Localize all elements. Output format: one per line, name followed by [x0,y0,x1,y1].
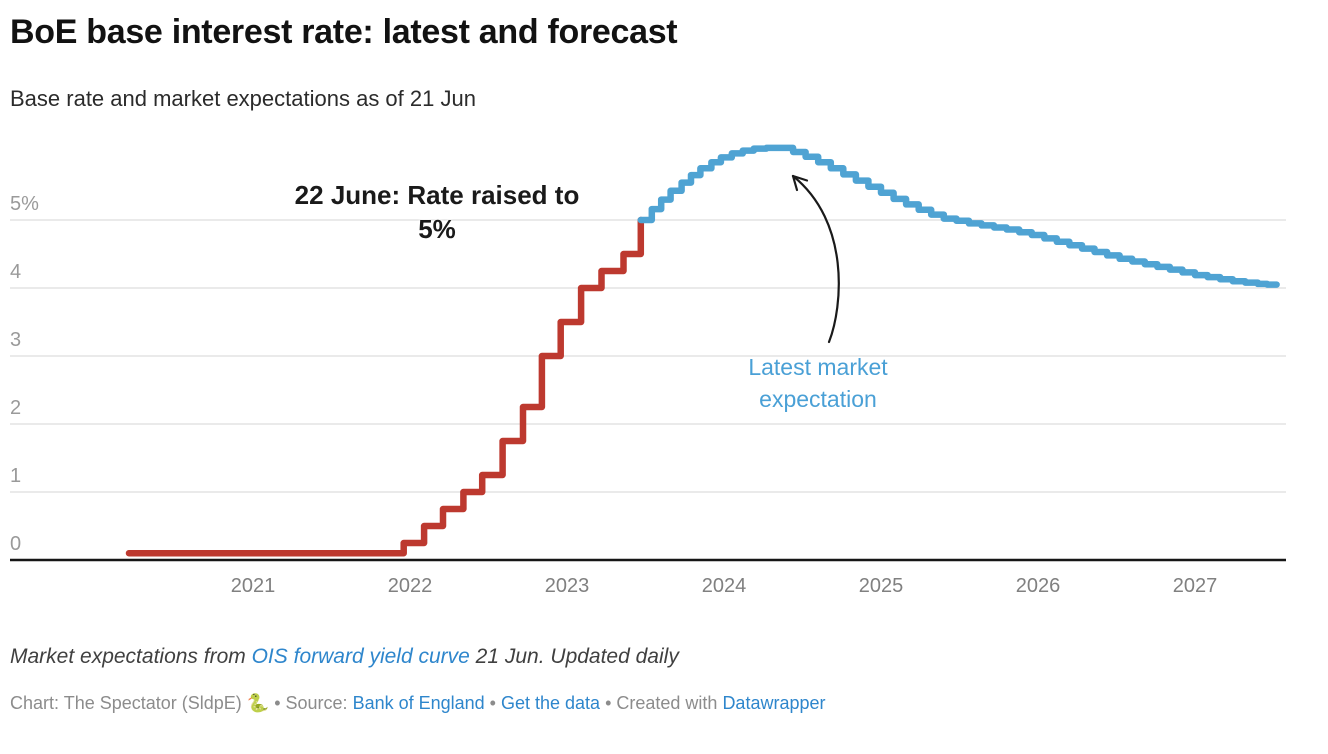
snake-emoji: 🐍 [246,693,270,713]
y-tick-label: 5% [10,193,39,215]
annotation-market-expectation: Latest market expectation [693,351,943,415]
annotation-arrow [791,174,840,344]
chart-subtitle: Base rate and market expectations as of … [10,86,476,111]
datawrapper-link[interactable]: Datawrapper [722,693,826,713]
ois-curve-link[interactable]: OIS forward yield curve [251,645,470,668]
byline-separator: • [269,693,286,713]
series-market-expectation[interactable] [637,144,1280,288]
y-tick-label: 3 [10,329,21,351]
y-tick-label: 4 [10,261,21,283]
gridlines [10,219,1286,562]
y-tick-label: 2 [10,397,21,419]
get-the-data-link[interactable]: Get the data [500,693,601,713]
x-tick-label: 2024 [702,575,747,597]
chart-plot-area[interactable]: 0 1 2 3 4 5% 2021 2022 2023 2024 2025 2026 2027 [0,130,1328,610]
annotation-market-expectation-line2: expectation [759,386,877,413]
annotation-rate-raised-line1: 22 June: Rate raised to [294,180,580,210]
x-tick-label: 2022 [388,575,433,597]
series-lines [125,144,1280,557]
annotation-rate-raised-line2: 5% [418,213,456,244]
annotation-rate-raised: 22 June: Rate raised to 5% [257,179,617,247]
byline: Chart: The Spectator (SldpE) 🐍 • Source:… [10,693,826,714]
y-axis-labels: 0 1 2 3 4 5% [10,193,39,555]
x-tick-label: 2027 [1173,575,1218,597]
x-tick-label: 2023 [545,575,590,597]
series-base-rate-actual[interactable] [125,216,645,557]
byline-source-label: Source: [285,693,353,713]
x-tick-label: 2025 [859,575,904,597]
x-axis-labels: 2021 2022 2023 2024 2025 2026 2027 [231,575,1218,597]
annotation-market-expectation-line1: Latest market [748,354,888,380]
x-tick-label: 2026 [1016,575,1061,597]
footnote-suffix: 21 Jun. Updated daily [469,645,679,668]
byline-separator: • [600,693,617,713]
footnote-prefix: Market expectations from [10,645,252,668]
page-title: BoE base interest rate: latest and forec… [10,13,678,51]
y-tick-label: 0 [10,533,21,555]
x-tick-label: 2021 [231,575,276,597]
footnote: Market expectations from OIS forward yie… [10,645,679,669]
source-link[interactable]: Bank of England [352,693,485,713]
byline-created-label: Created with [616,693,723,713]
y-tick-label: 1 [10,465,21,487]
byline-chart-label: Chart: The Spectator (SldpE) [10,693,247,713]
byline-separator: • [484,693,501,713]
